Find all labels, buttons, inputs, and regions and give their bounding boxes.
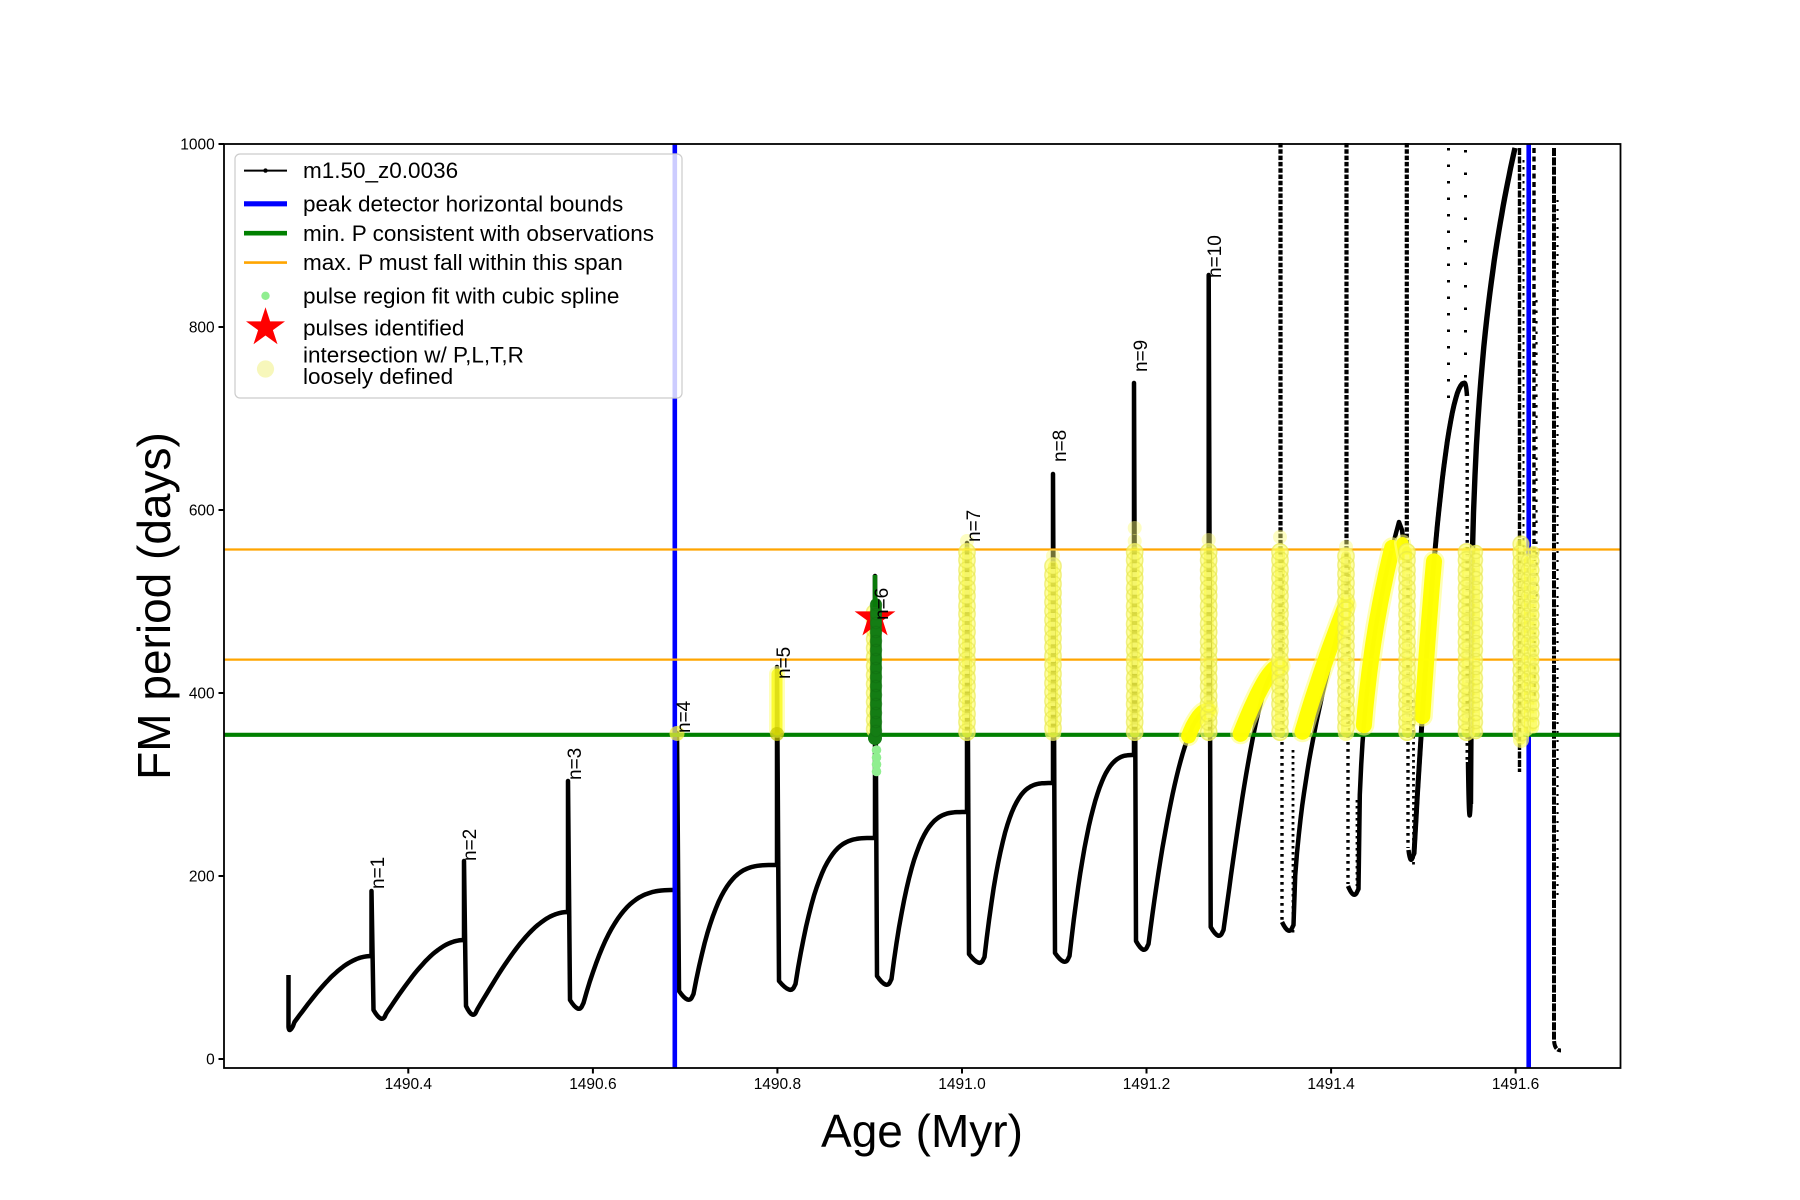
svg-text:n=2: n=2 <box>460 829 481 861</box>
svg-text:1491.4: 1491.4 <box>1307 1076 1355 1093</box>
svg-text:intersection w/ P,L,T,R: intersection w/ P,L,T,R <box>303 343 524 368</box>
svg-text:1490.8: 1490.8 <box>754 1076 801 1093</box>
svg-text:n=9: n=9 <box>1131 340 1152 372</box>
svg-text:pulses identified: pulses identified <box>303 315 464 340</box>
svg-text:1490.4: 1490.4 <box>385 1076 433 1093</box>
svg-text:n=1: n=1 <box>368 857 389 889</box>
svg-text:1491.2: 1491.2 <box>1123 1076 1170 1093</box>
svg-text:FM period (days): FM period (days) <box>128 432 180 780</box>
svg-text:1000: 1000 <box>180 137 215 154</box>
svg-text:pulse region fit with cubic sp: pulse region fit with cubic spline <box>303 283 619 308</box>
svg-text:800: 800 <box>189 320 215 337</box>
svg-text:n=5: n=5 <box>774 647 795 679</box>
svg-text:1490.6: 1490.6 <box>569 1076 616 1093</box>
svg-text:n=10: n=10 <box>1205 235 1226 278</box>
svg-text:min. P consistent with observa: min. P consistent with observations <box>303 221 654 246</box>
svg-text:Age (Myr): Age (Myr) <box>821 1105 1023 1157</box>
svg-text:400: 400 <box>189 686 215 703</box>
svg-text:n=6: n=6 <box>872 588 893 620</box>
svg-text:600: 600 <box>189 503 215 520</box>
svg-text:200: 200 <box>189 869 215 886</box>
svg-text:loosely defined: loosely defined <box>303 364 453 389</box>
svg-text:n=3: n=3 <box>565 748 586 780</box>
svg-text:n=8: n=8 <box>1050 430 1071 462</box>
svg-text:0: 0 <box>206 1052 215 1069</box>
svg-text:n=4: n=4 <box>674 700 695 733</box>
svg-text:peak detector horizontal bound: peak detector horizontal bounds <box>303 191 623 216</box>
svg-text:max. P must fall within this s: max. P must fall within this span <box>303 250 623 275</box>
svg-text:m1.50_z0.0036: m1.50_z0.0036 <box>303 158 458 183</box>
svg-text:n=7: n=7 <box>964 510 985 542</box>
svg-text:1491.0: 1491.0 <box>938 1076 986 1093</box>
svg-text:1491.6: 1491.6 <box>1492 1076 1539 1093</box>
